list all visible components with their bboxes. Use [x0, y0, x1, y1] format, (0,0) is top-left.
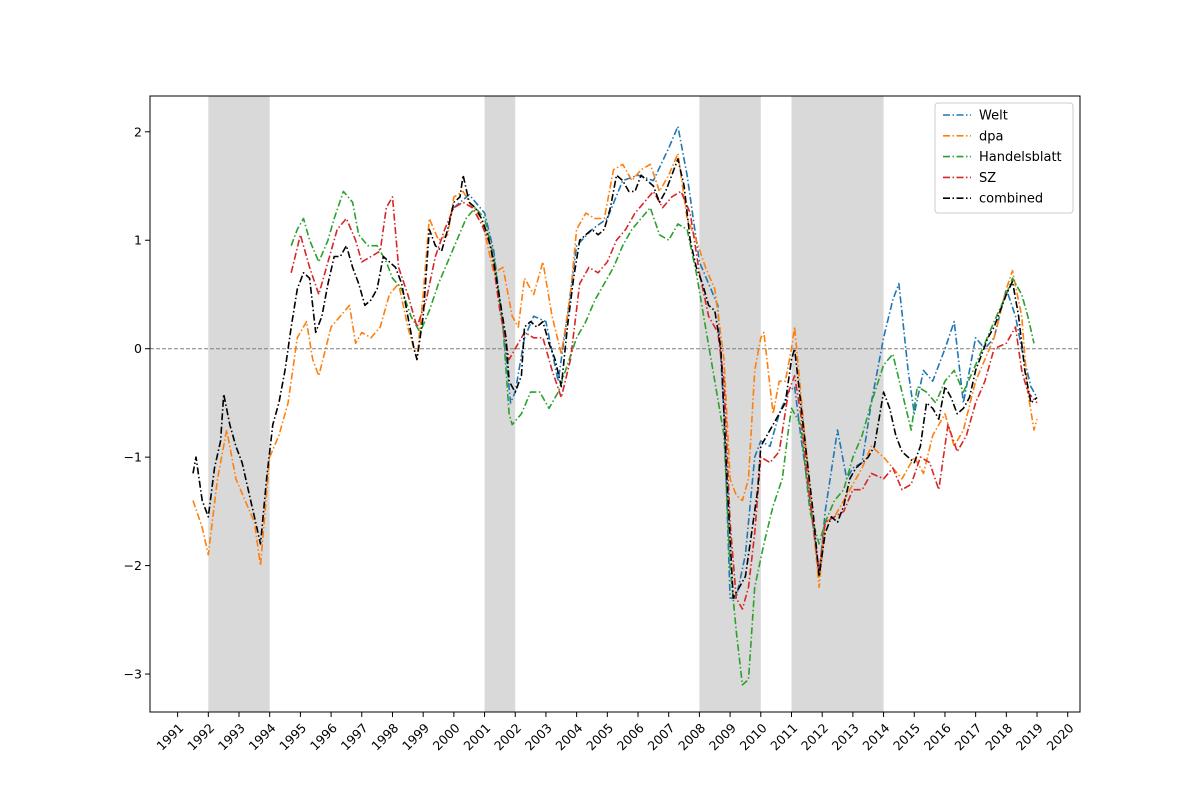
recession-band-2 [484, 96, 516, 712]
y-tick-label: −2 [124, 558, 142, 573]
y-tick-label: −1 [124, 450, 142, 465]
series-line-welt [453, 125, 1038, 599]
legend-label-dpa: dpa [979, 129, 1003, 144]
series-line-combined [192, 158, 1038, 599]
y-tick-label: −3 [124, 667, 142, 682]
series-line-dpa [192, 152, 1038, 589]
y-axis: 2 1 0 −1 −2 −3 [124, 124, 150, 682]
legend-box [934, 102, 1074, 214]
legend-label-handelsblatt: Handelsblatt [979, 150, 1062, 165]
y-tick-label: 0 [134, 341, 142, 356]
recession-band-4 [791, 96, 884, 712]
plot-frame [149, 95, 1081, 713]
legend: Welt dpa Handelsblatt SZ combined [934, 102, 1074, 214]
series-line-handelsblatt [290, 190, 1035, 686]
recession-shading-layer [208, 96, 884, 712]
recession-band-1 [208, 96, 270, 712]
y-tick-label: 2 [134, 124, 142, 139]
legend-label-combined: combined [979, 192, 1043, 207]
legend-label-welt: Welt [979, 109, 1008, 124]
series-line-sz [290, 190, 1038, 610]
series-layer [192, 125, 1038, 686]
legend-label-sz: SZ [979, 171, 996, 186]
recession-band-3 [699, 96, 761, 712]
y-tick-label: 1 [134, 233, 142, 248]
